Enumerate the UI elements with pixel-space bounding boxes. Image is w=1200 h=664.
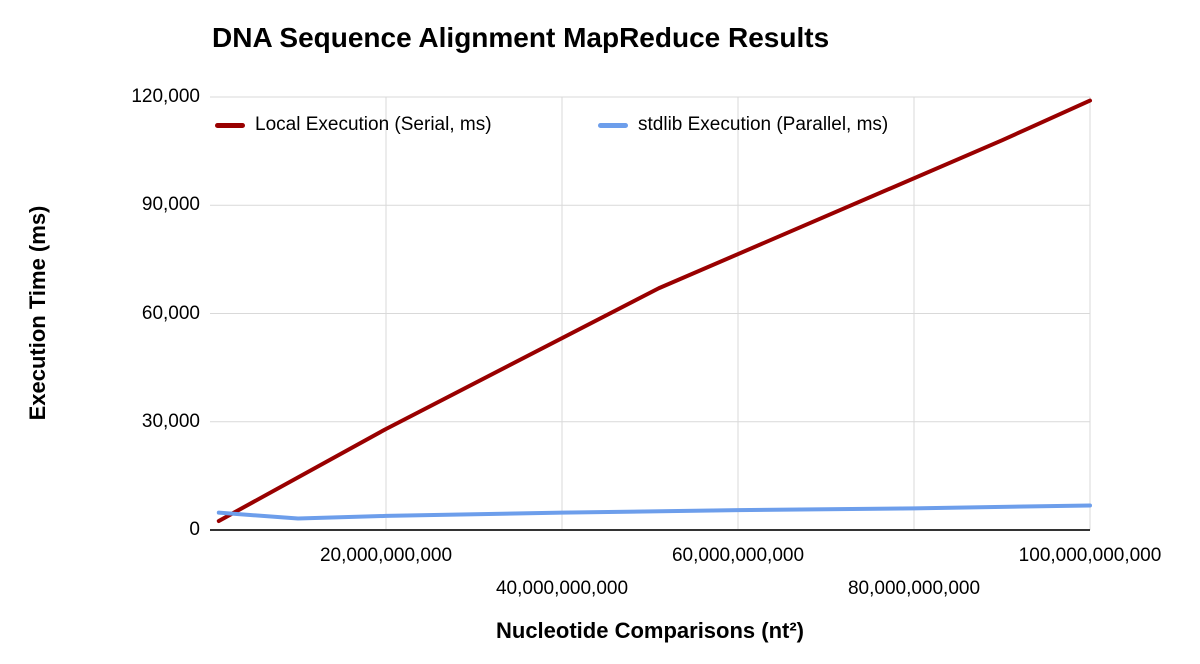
legend-swatch-local-serial — [215, 122, 245, 128]
chart-title: DNA Sequence Alignment MapReduce Results — [212, 22, 830, 53]
x-tick-label: 40,000,000,000 — [495, 578, 629, 599]
y-tick-label: 60,000 — [141, 302, 200, 324]
x-tick-label: 20,000,000,000 — [319, 545, 453, 566]
y-tick-label: 120,000 — [131, 86, 200, 107]
legend-item-local-serial: Local Execution (Serial, ms) — [215, 112, 492, 138]
x-axis-title: Nucleotide Comparisons (nt²) — [495, 618, 805, 643]
x-tick-label: 60,000,000,000 — [671, 545, 805, 566]
legend-label-stdlib-parallel: stdlib Execution (Parallel, ms) — [638, 114, 889, 135]
y-tick-label: 0 — [189, 519, 200, 540]
x-tick-label: 80,000,000,000 — [847, 578, 981, 599]
x-tick-label: 100,000,000,000 — [1018, 545, 1162, 566]
legend-item-stdlib-parallel: stdlib Execution (Parallel, ms) — [598, 112, 888, 138]
series-line-1 — [216, 503, 1092, 521]
legend-swatch-stdlib-parallel — [598, 122, 628, 128]
y-tick-label: 90,000 — [141, 194, 200, 216]
legend: Local Execution (Serial, ms) stdlib Exec… — [0, 112, 1200, 138]
legend-label-local-serial: Local Execution (Serial, ms) — [255, 114, 492, 135]
series-line-0 — [216, 98, 1092, 523]
y-tick-label: 30,000 — [141, 410, 200, 432]
